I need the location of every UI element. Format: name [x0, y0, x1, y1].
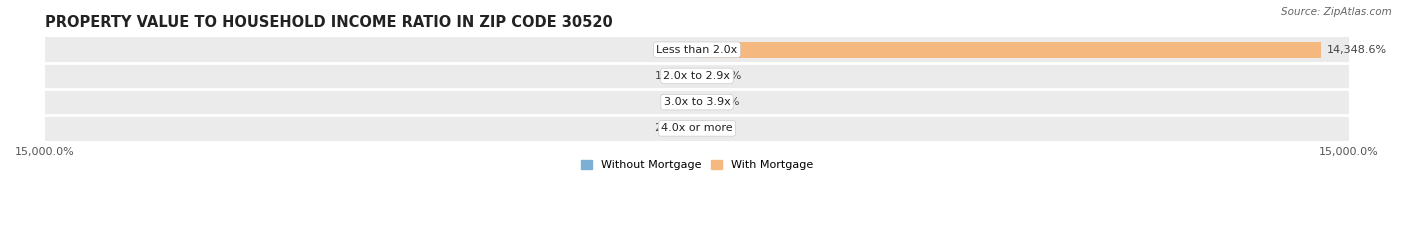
- Text: 6.9%: 6.9%: [662, 97, 690, 107]
- Bar: [45, 89, 1350, 115]
- Bar: [45, 37, 1350, 63]
- Text: Source: ZipAtlas.com: Source: ZipAtlas.com: [1281, 7, 1392, 17]
- Text: Less than 2.0x: Less than 2.0x: [657, 45, 738, 55]
- Text: 3.0x to 3.9x: 3.0x to 3.9x: [664, 97, 730, 107]
- Text: 14,348.6%: 14,348.6%: [1327, 45, 1388, 55]
- Bar: [45, 63, 1350, 89]
- Bar: [697, 42, 1320, 58]
- Bar: [697, 68, 699, 84]
- Text: 6.0%: 6.0%: [704, 123, 733, 133]
- Bar: [45, 115, 1350, 142]
- Text: 45.5%: 45.5%: [654, 45, 689, 55]
- Text: 26.6%: 26.6%: [654, 123, 689, 133]
- Text: 19.7%: 19.7%: [704, 97, 740, 107]
- Legend: Without Mortgage, With Mortgage: Without Mortgage, With Mortgage: [576, 155, 817, 175]
- Text: 15.6%: 15.6%: [655, 71, 690, 81]
- Text: 53.7%: 53.7%: [706, 71, 741, 81]
- Text: 4.0x or more: 4.0x or more: [661, 123, 733, 133]
- Bar: [695, 42, 697, 58]
- Text: 2.0x to 2.9x: 2.0x to 2.9x: [664, 71, 731, 81]
- Text: PROPERTY VALUE TO HOUSEHOLD INCOME RATIO IN ZIP CODE 30520: PROPERTY VALUE TO HOUSEHOLD INCOME RATIO…: [45, 15, 613, 30]
